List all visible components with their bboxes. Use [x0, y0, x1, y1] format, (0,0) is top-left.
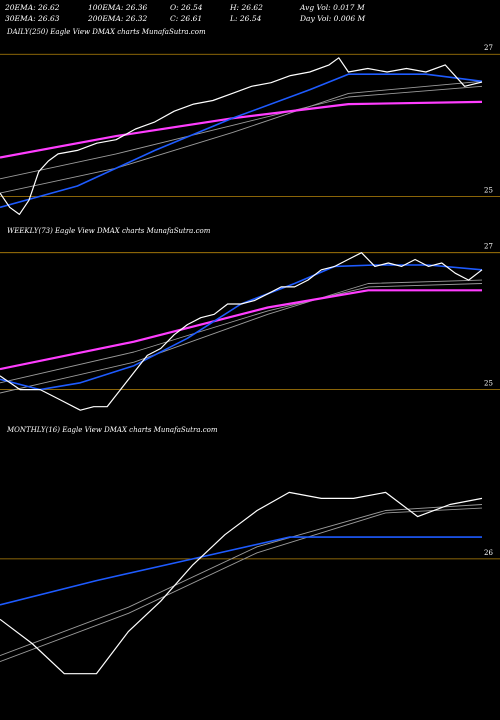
header-30ema: 30EMA: 26.63	[5, 14, 60, 23]
monthly-ema-fast-line-1	[0, 536, 482, 606]
daily-ema-fast-line-1	[0, 73, 483, 209]
monthly-panel-label: MONTHLY(16) Eagle View DMAX charts Munaf…	[7, 426, 218, 434]
daily-y-tick-label: 25	[484, 187, 493, 195]
header-20ema: 20EMA: 26.62	[5, 3, 60, 12]
weekly-panel-label: WEEKLY(73) Eagle View DMAX charts Munafa…	[7, 227, 211, 235]
monthly-price-line-0	[0, 491, 483, 675]
daily-y-tick-label: 27	[484, 44, 493, 52]
daily-ma-gray-line-3	[0, 85, 483, 180]
weekly-y-tick-label: 25	[484, 380, 493, 388]
weekly-ema-fast-line-1	[0, 264, 483, 391]
header-close: C: 26.61	[170, 14, 203, 23]
monthly-ma-gray-line-2	[0, 504, 483, 657]
daily-price-line-0	[0, 57, 483, 215]
monthly-ma-gray-line-3	[0, 507, 483, 663]
header-open: O: 26.54	[170, 3, 203, 12]
weekly-y-tick-label: 27	[484, 243, 493, 251]
header-100ema: 100EMA: 26.36	[88, 3, 148, 12]
header-200ema: 200EMA: 26.32	[88, 14, 148, 23]
monthly-y-tick-label: 26	[484, 549, 493, 557]
daily-ma-gray-line-4	[0, 80, 483, 194]
daily-panel-label: DAILY(250) Eagle View DMAX charts Munafa…	[7, 28, 206, 36]
header-low: L: 26.54	[230, 14, 262, 23]
weekly-ma-gray-line-3	[0, 279, 483, 394]
weekly-ema-slow-line-2	[0, 289, 482, 371]
header-day-vol: Day Vol: 0.006 M	[300, 14, 366, 23]
header-high: H: 26.62	[230, 3, 263, 12]
weekly-ma-gray-line-4	[0, 283, 483, 384]
header-avg-vol: Avg Vol: 0.017 M	[300, 3, 365, 12]
weekly-price-line-0	[0, 252, 483, 411]
